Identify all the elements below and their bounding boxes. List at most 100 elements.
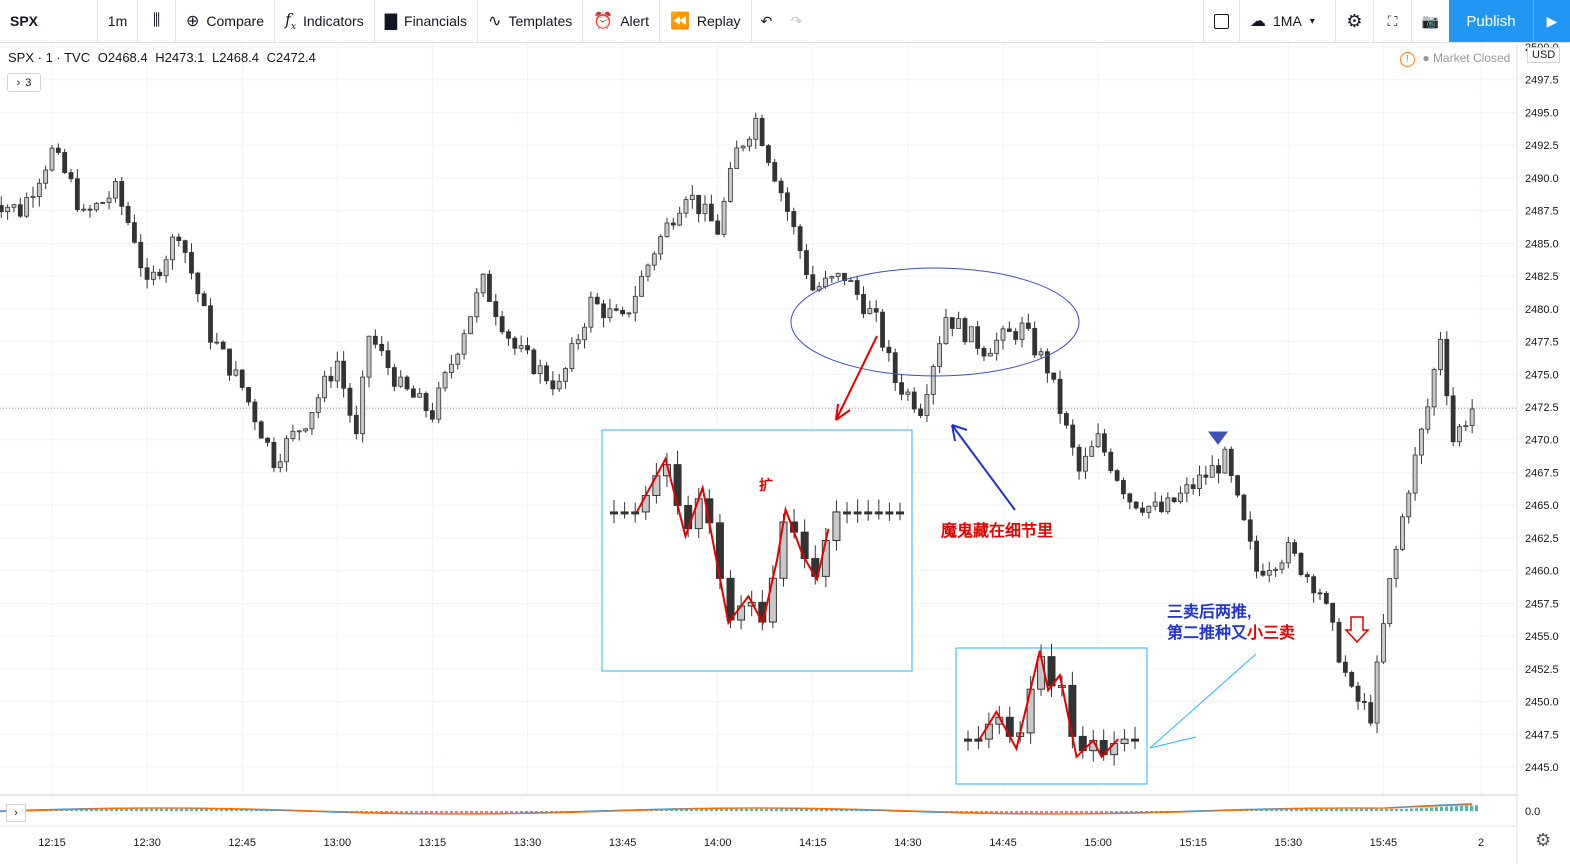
histogram-bar [540, 811, 543, 813]
candle-body [233, 369, 239, 376]
legend-close: C2472.4 [266, 50, 316, 65]
layout-button[interactable] [1203, 0, 1239, 42]
histogram-bar [735, 808, 738, 811]
cloud-layout-button[interactable]: ☁ 1MA ▾ [1239, 0, 1335, 42]
candle [296, 430, 302, 441]
chart-style-button[interactable]: ⫼ [138, 0, 176, 42]
currency-label[interactable]: USD [1527, 47, 1561, 63]
redo-button[interactable]: ↷ [782, 0, 812, 42]
histogram-bar [240, 809, 243, 811]
indicators-button[interactable]: fx Indicators [275, 0, 375, 42]
candle [759, 114, 765, 147]
candle-body [689, 194, 695, 201]
candle [1006, 321, 1012, 332]
candle [106, 190, 112, 210]
templates-button[interactable]: ∿ Templates [478, 0, 584, 42]
y-tick-label: 2470.0 [1525, 435, 1559, 447]
replay-button[interactable]: ⏪ Replay [660, 0, 752, 42]
histogram-bar [485, 811, 488, 814]
inset-candle-body [974, 738, 983, 742]
axis-settings-gear-icon[interactable]: ⚙ [1535, 830, 1552, 850]
candle [157, 268, 163, 280]
y-tick-label: 2462.5 [1525, 533, 1559, 545]
annotation-devil: 魔鬼藏在细节里 [941, 523, 1054, 540]
histogram-bar [1415, 808, 1418, 811]
candle-body [702, 203, 708, 215]
histogram-bar [375, 811, 378, 813]
histogram-bar [380, 811, 383, 813]
candle-body [220, 341, 226, 350]
candle [575, 333, 581, 350]
candle-body [119, 181, 125, 207]
histogram-bar [1090, 811, 1093, 814]
legend-title[interactable]: SPX · 1 · TVC [8, 50, 91, 65]
histogram-bar [450, 811, 453, 814]
histogram-bar [1120, 811, 1123, 813]
candle [880, 308, 885, 352]
x-tick-label: 12:15 [38, 837, 66, 849]
candle-body [1387, 577, 1393, 625]
candle-body [1374, 661, 1380, 724]
snapshot-button[interactable]: 📷 [1411, 0, 1449, 42]
publish-button[interactable]: Publish [1449, 0, 1533, 42]
candle [1051, 372, 1057, 383]
candle [918, 403, 923, 419]
histogram-bar [455, 811, 458, 814]
candle [404, 375, 410, 391]
candle [1444, 331, 1450, 406]
histogram-bar [400, 811, 403, 814]
symbol-search-button[interactable]: SPX [0, 0, 98, 42]
settings-button[interactable]: ⚙ [1335, 0, 1373, 42]
candle-body [968, 326, 974, 343]
candle [1438, 331, 1443, 376]
candle-body [182, 240, 188, 253]
candle-body [1228, 448, 1234, 477]
candle [899, 374, 904, 401]
compare-button[interactable]: ⊕ Compare [176, 0, 275, 42]
candle-body [93, 203, 99, 211]
candle-body [1342, 661, 1348, 673]
oscillator-collapse-toggle[interactable]: › [6, 804, 26, 822]
candle-body [785, 192, 790, 212]
candle [144, 258, 150, 289]
indicators-collapse-toggle[interactable]: › 3 [7, 73, 41, 92]
candle-body [632, 295, 638, 314]
histogram-bar [1465, 805, 1468, 811]
play-button[interactable]: ▶ [1533, 0, 1570, 42]
histogram-bar [755, 808, 758, 811]
candle [778, 177, 784, 202]
candle-body [1444, 338, 1450, 397]
histogram-bar [1335, 808, 1338, 811]
candle-body [715, 220, 721, 235]
candle-body [480, 273, 486, 294]
inset-candle [631, 502, 640, 523]
highlight-ellipse [790, 267, 1080, 377]
candle [252, 398, 258, 431]
candle [119, 176, 125, 216]
histogram-bar [1400, 809, 1403, 811]
histogram-bar [460, 811, 463, 814]
candle-body [613, 308, 619, 311]
histogram-bar [155, 808, 158, 811]
y-tick-label: 2497.5 [1525, 75, 1559, 87]
histogram-bar [670, 809, 673, 811]
interval-button[interactable]: 1m [98, 0, 138, 42]
histogram-bar [1075, 811, 1078, 814]
fullscreen-button[interactable]: ⛶ [1373, 0, 1411, 42]
histogram-bar [1270, 809, 1273, 811]
y-tick-label: 2485.0 [1525, 238, 1559, 250]
annotation-sell-line2a: 第二推种又 [1167, 625, 1248, 642]
market-status-dot: ● [1422, 51, 1430, 65]
histogram-bar [990, 811, 993, 814]
cloud-icon: ☁ [1250, 13, 1266, 30]
histogram-bar [555, 811, 558, 813]
candle [417, 388, 423, 398]
financials-button[interactable]: ▇ Financials [375, 0, 479, 42]
candle [1304, 571, 1310, 583]
candle-body [1450, 395, 1456, 443]
undo-button[interactable]: ↶ [752, 0, 782, 42]
candle [1450, 387, 1456, 447]
alert-button[interactable]: ⏰ Alert [583, 0, 660, 42]
candle-body [271, 441, 277, 468]
